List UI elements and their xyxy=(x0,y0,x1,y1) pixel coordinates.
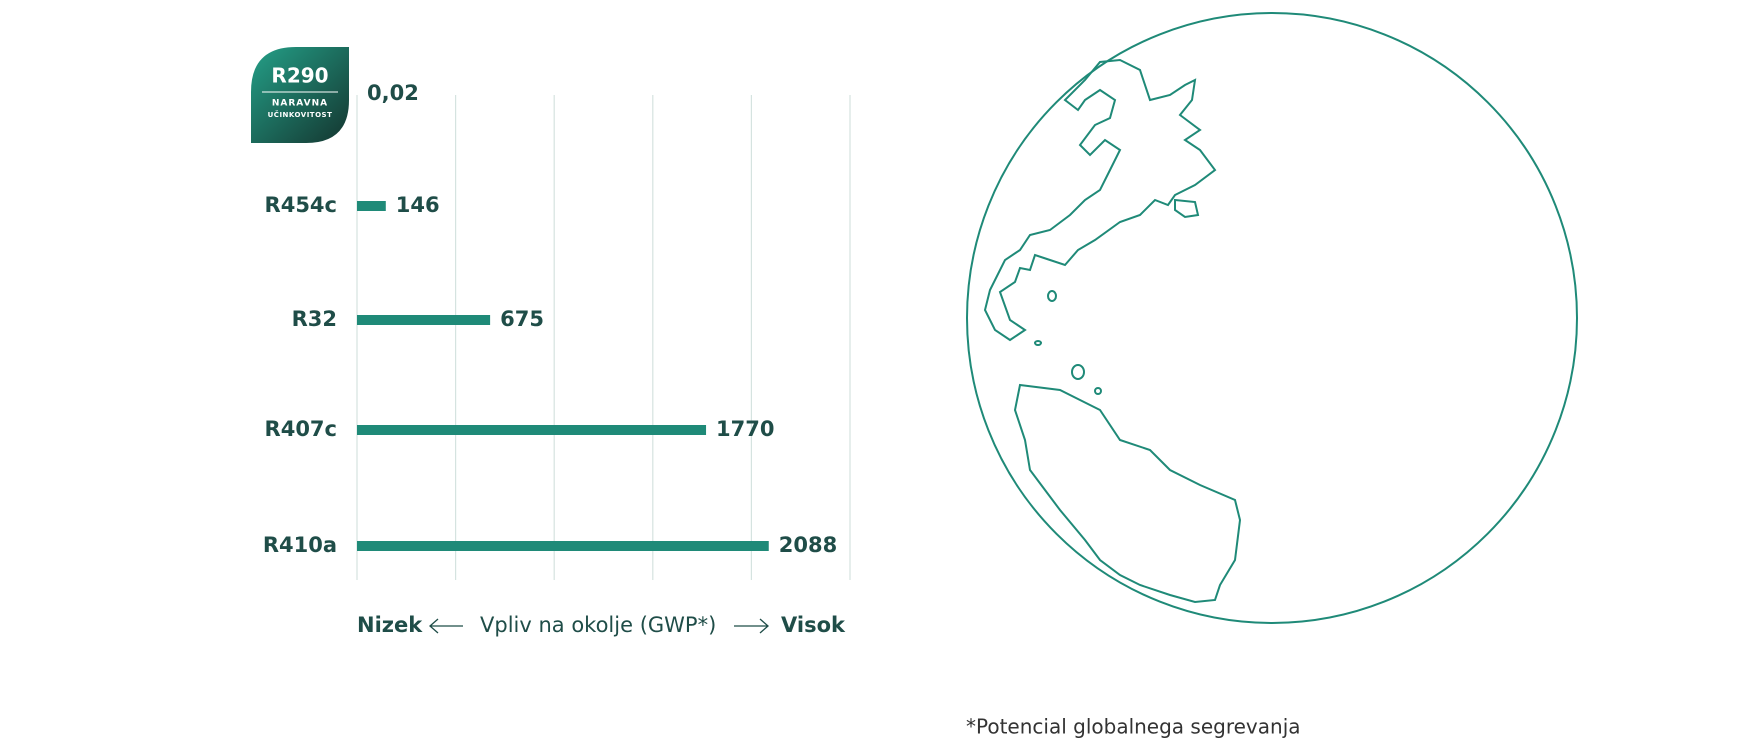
globe-outline xyxy=(966,12,1578,624)
badge-leaf xyxy=(251,47,349,143)
value-label: 2088 xyxy=(779,533,837,557)
value-label: 0,02 xyxy=(367,81,419,105)
continent xyxy=(1013,383,1242,604)
island xyxy=(1071,364,1085,380)
island xyxy=(1174,198,1200,219)
bar xyxy=(357,315,491,325)
continent xyxy=(983,58,1217,342)
axis-label: Vpliv na okolje (GWP*) xyxy=(480,613,716,637)
arrow-right xyxy=(734,618,769,634)
axis-low: Nizek xyxy=(357,613,423,637)
footnote: *Potencial globalnega segrevanja xyxy=(966,715,1301,739)
axis-high: Visok xyxy=(781,613,846,637)
badge-line: NARAVNA xyxy=(272,99,328,109)
category-label: R410a xyxy=(263,533,337,557)
badge-title: R290 xyxy=(271,64,328,88)
island xyxy=(1034,340,1042,346)
island xyxy=(1047,290,1057,302)
value-label: 146 xyxy=(396,193,440,217)
badge: R290 NARAVNA UČINKOVITOST xyxy=(251,47,349,143)
bar xyxy=(357,541,769,551)
island xyxy=(1094,387,1102,395)
category-label: R32 xyxy=(292,307,337,331)
arrow-left xyxy=(429,618,463,634)
value-label: 1770 xyxy=(716,417,774,441)
category-label: R407c xyxy=(265,417,337,441)
bar xyxy=(357,425,707,435)
value-label: 675 xyxy=(500,307,544,331)
badge-line: UČINKOVITOST xyxy=(268,110,333,119)
bar xyxy=(357,201,386,211)
category-label: R454c xyxy=(265,193,337,217)
globe xyxy=(966,12,1578,624)
